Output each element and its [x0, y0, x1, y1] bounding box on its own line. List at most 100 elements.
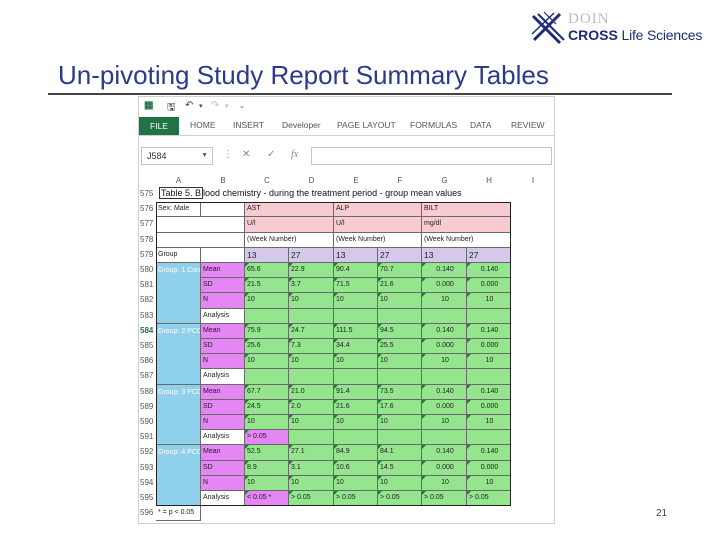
value-cell[interactable]: 21.0 — [289, 384, 334, 400]
row-header[interactable]: 578 — [140, 234, 154, 244]
group-header-cell[interactable]: Group — [156, 247, 201, 263]
param-name-cell[interactable]: BILT — [422, 202, 511, 218]
week-number-cell[interactable]: 13 — [334, 247, 378, 263]
row-header[interactable]: 587 — [140, 371, 154, 381]
row-header[interactable]: 582 — [140, 295, 154, 305]
column-header[interactable]: F — [397, 176, 403, 185]
value-cell[interactable]: 0.140 — [467, 445, 511, 461]
cancel-icon[interactable]: ✕ — [242, 149, 251, 160]
value-cell[interactable]: 0.000 — [422, 460, 467, 476]
value-cell[interactable]: 34.4 — [334, 339, 378, 355]
value-cell[interactable]: < 0.05 * — [245, 491, 289, 507]
table-cell[interactable] — [201, 202, 245, 218]
stat-label-cell[interactable]: N — [201, 354, 245, 370]
row-header[interactable]: 586 — [140, 356, 154, 366]
row-header[interactable]: 588 — [140, 386, 154, 396]
tab-home[interactable]: HOME — [190, 120, 216, 130]
stat-label-cell[interactable]: Analysis — [201, 491, 245, 507]
value-cell[interactable]: 17.6 — [378, 399, 422, 415]
value-cell[interactable]: 10 — [334, 354, 378, 370]
value-cell[interactable] — [289, 308, 334, 324]
value-cell[interactable]: 10 — [289, 415, 334, 431]
group-label-cell[interactable]: Group: 2 PCD — [156, 323, 201, 385]
row-header[interactable]: 579 — [140, 249, 154, 259]
value-cell[interactable]: 10 — [334, 293, 378, 309]
week-label-cell[interactable]: (Week Number) — [245, 232, 334, 248]
value-cell[interactable]: 10 — [245, 475, 289, 491]
column-header[interactable]: A — [175, 176, 182, 185]
group-label-cell[interactable]: Group: 3 PCD — [156, 384, 201, 446]
stat-label-cell[interactable]: Analysis — [201, 430, 245, 446]
value-cell[interactable]: 0.140 — [422, 323, 467, 339]
name-box[interactable]: J584 ▼ — [141, 147, 213, 165]
stat-label-cell[interactable]: Analysis — [201, 369, 245, 385]
value-cell[interactable] — [245, 369, 289, 385]
column-header[interactable]: I — [531, 176, 535, 185]
column-header[interactable]: G — [441, 176, 448, 185]
value-cell[interactable]: 0.140 — [467, 384, 511, 400]
week-number-cell[interactable]: 13 — [245, 247, 289, 263]
row-header[interactable]: 580 — [140, 265, 154, 274]
param-unit-cell[interactable]: mg/dl — [422, 217, 511, 233]
stat-label-cell[interactable]: N — [201, 293, 245, 309]
row-header[interactable]: 592 — [140, 447, 154, 457]
value-cell[interactable]: 10 — [467, 415, 511, 431]
stat-label-cell[interactable]: SD — [201, 278, 245, 294]
row-header[interactable]: 577 — [140, 219, 154, 229]
value-cell[interactable]: 90.4 — [334, 263, 378, 279]
group-label-cell[interactable]: Group: 4 PCD — [156, 445, 201, 507]
customize-toolbar-icon[interactable]: ⌄ — [239, 103, 245, 110]
stat-label-cell[interactable]: Analysis — [201, 308, 245, 324]
tab-file[interactable]: FILE — [139, 117, 179, 135]
row-header[interactable]: 596 — [140, 508, 154, 518]
chevron-down-icon[interactable]: ▼ — [201, 152, 208, 159]
value-cell[interactable]: 75.9 — [245, 323, 289, 339]
value-cell[interactable] — [245, 308, 289, 324]
week-label-cell[interactable]: (Week Number) — [334, 232, 422, 248]
stat-label-cell[interactable]: SD — [201, 399, 245, 415]
value-cell[interactable]: 10 — [378, 293, 422, 309]
value-cell[interactable]: 52.5 — [245, 445, 289, 461]
week-label-cell[interactable]: (Week Number) — [422, 232, 511, 248]
value-cell[interactable]: > 0.05 — [289, 491, 334, 507]
value-cell[interactable]: > 0.05 — [378, 491, 422, 507]
week-number-cell[interactable]: 27 — [378, 247, 422, 263]
value-cell[interactable]: 10 — [422, 293, 467, 309]
row-header[interactable]: 593 — [140, 462, 154, 472]
value-cell[interactable]: 10 — [245, 354, 289, 370]
value-cell[interactable]: 10 — [289, 293, 334, 309]
value-cell[interactable]: 10 — [245, 293, 289, 309]
stat-label-cell[interactable]: N — [201, 415, 245, 431]
row-header[interactable]: 594 — [140, 477, 154, 487]
value-cell[interactable] — [467, 369, 511, 385]
value-cell[interactable] — [422, 369, 467, 385]
value-cell[interactable]: 0.140 — [467, 323, 511, 339]
value-cell[interactable]: 10 — [378, 354, 422, 370]
function-icon[interactable]: fx — [291, 149, 299, 160]
value-cell[interactable]: 8.9 — [245, 460, 289, 476]
row-header[interactable]: 585 — [140, 341, 154, 350]
value-cell[interactable]: 111.5 — [334, 323, 378, 339]
param-unit-cell[interactable]: U/l — [334, 217, 422, 233]
value-cell[interactable]: 0.140 — [422, 263, 467, 279]
value-cell[interactable]: 0.140 — [467, 263, 511, 279]
enter-icon[interactable]: ✓ — [267, 149, 276, 160]
value-cell[interactable]: 21.6 — [334, 399, 378, 415]
redo-dropdown-icon[interactable]: ▾ — [225, 103, 229, 110]
value-cell[interactable]: 67.7 — [245, 384, 289, 400]
stat-label-cell[interactable]: Mean — [201, 445, 245, 461]
more-options-icon[interactable]: ⋮ — [223, 149, 233, 160]
tab-insert[interactable]: INSERT — [233, 120, 265, 130]
value-cell[interactable] — [289, 430, 334, 446]
value-cell[interactable] — [334, 430, 378, 446]
row-header[interactable]: 576 — [140, 204, 154, 214]
stat-label-cell[interactable]: Mean — [201, 263, 245, 279]
row-header[interactable]: 575 — [140, 189, 154, 198]
value-cell[interactable] — [289, 369, 334, 385]
value-cell[interactable]: 3.7 — [289, 278, 334, 294]
value-cell[interactable]: > 0.05 — [245, 430, 289, 446]
value-cell[interactable]: 10 — [334, 415, 378, 431]
group-label-cell[interactable]: Group: 1 Cont — [156, 263, 201, 324]
param-name-cell[interactable]: AST — [245, 202, 334, 218]
column-header[interactable]: C — [264, 176, 270, 185]
